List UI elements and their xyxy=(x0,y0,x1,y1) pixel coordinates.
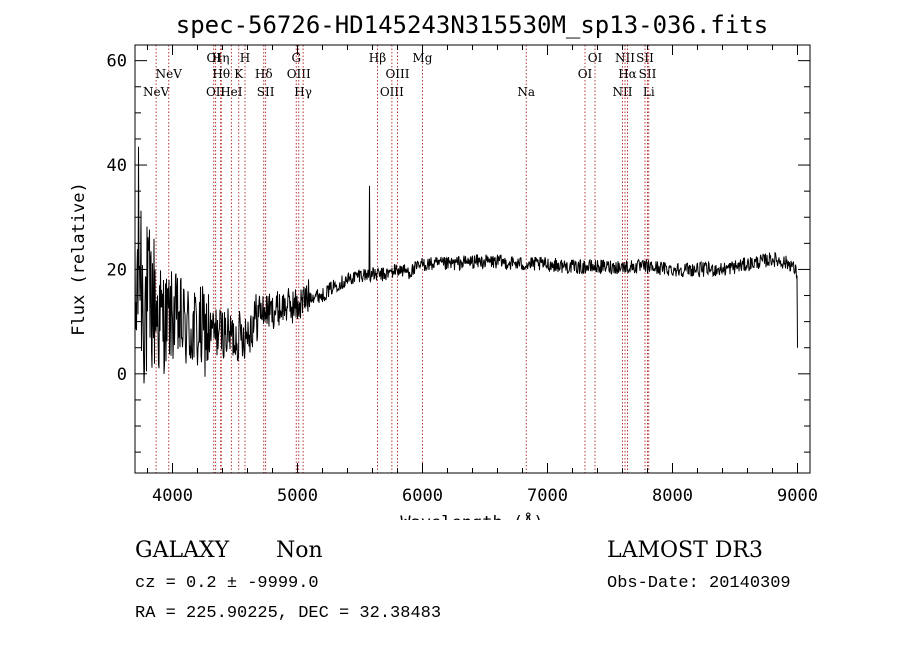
survey-name: LAMOST DR3 xyxy=(607,538,763,563)
x-tick-label: 5000 xyxy=(277,486,318,506)
line-marker-label: OI xyxy=(206,51,221,65)
line-marker-label: Hη xyxy=(212,51,230,65)
line-marker-label: Hδ xyxy=(255,67,273,81)
x-tick-label: 7000 xyxy=(527,486,568,506)
line-markers: NeVNeVOIOIIHηHθHeIKHHδSIIGOIIIHγHβOIIIOI… xyxy=(143,45,657,473)
line-marker-label: SII xyxy=(639,67,657,81)
axes: 4000 5000 6000 7000 8000 9000 0 20 40 60 xyxy=(107,45,818,506)
line-marker-label: SII xyxy=(636,51,654,65)
line-marker-label: NII xyxy=(613,85,633,99)
spectrum-layer xyxy=(134,146,798,384)
y-tick-label: 0 xyxy=(117,365,127,385)
x-tick-label: 6000 xyxy=(402,486,443,506)
line-marker-label: Hθ xyxy=(212,67,230,81)
line-marker-label: Hγ xyxy=(294,85,312,99)
line-marker-label: G xyxy=(291,51,301,65)
line-marker-label: NII xyxy=(615,51,635,65)
line-marker-label: OIII xyxy=(385,67,409,81)
line-marker-label: OIII xyxy=(380,85,404,99)
line-marker-label: Hβ xyxy=(369,51,386,65)
line-marker-label: SII xyxy=(257,85,275,99)
y-tick-label: 20 xyxy=(107,260,127,280)
spectrum-line xyxy=(134,146,798,384)
cz-value: cz = 0.2 ± -9999.0 xyxy=(135,574,319,593)
line-marker-label: OI xyxy=(588,51,603,65)
line-marker-label: OIII xyxy=(287,67,311,81)
y-tick-label: 40 xyxy=(107,156,127,176)
line-marker-label: HeI xyxy=(220,85,243,99)
line-marker-label: Li xyxy=(643,85,655,99)
chart-title: spec-56726-HD145243N315530M_sp13-036.fit… xyxy=(176,11,768,39)
line-marker-label: OI xyxy=(578,67,593,81)
line-marker-label: Mg xyxy=(413,51,433,65)
x-tick-label: 4000 xyxy=(152,486,193,506)
object-subclass: Non xyxy=(276,538,323,563)
x-tick-label: 8000 xyxy=(652,486,693,506)
line-marker-label: Hα xyxy=(618,67,637,81)
coordinates: RA = 225.90225, DEC = 32.38483 xyxy=(135,604,442,623)
obs-date: Obs-Date: 20140309 xyxy=(607,574,791,593)
object-class: GALAXY xyxy=(135,538,230,563)
line-marker-label: H xyxy=(240,51,250,65)
line-marker-label: NeV xyxy=(156,67,183,81)
line-marker-label: NeV xyxy=(143,85,170,99)
x-axis-label: Wavelength (Å) xyxy=(400,511,543,520)
y-tick-label: 60 xyxy=(107,52,127,72)
line-marker-label: Na xyxy=(517,85,535,99)
y-axis-label: Flux (relative) xyxy=(69,182,89,336)
spectrum-chart: spec-56726-HD145243N315530M_sp13-036.fit… xyxy=(69,11,818,520)
x-tick-label: 9000 xyxy=(777,486,818,506)
line-marker-label: K xyxy=(234,67,244,81)
